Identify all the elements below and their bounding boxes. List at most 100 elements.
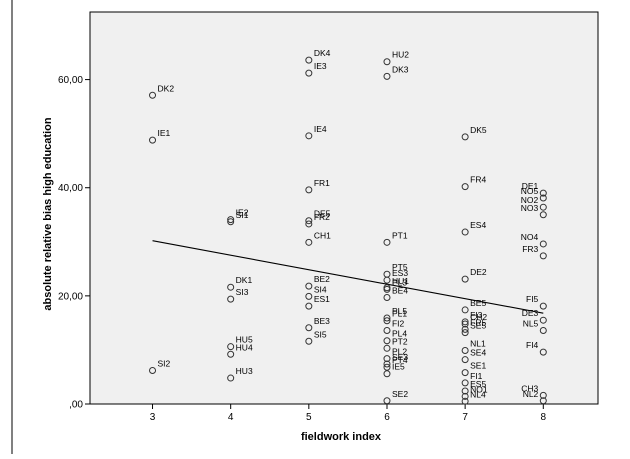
data-point — [305, 292, 313, 300]
data-point — [461, 133, 469, 141]
point-label: HU5 — [236, 335, 253, 345]
data-point — [305, 186, 313, 194]
point-label: PT5 — [392, 262, 408, 272]
point-label: FR4 — [470, 175, 486, 185]
data-point — [539, 316, 547, 324]
data-point — [461, 397, 469, 405]
point-label: SI5 — [314, 329, 327, 339]
y-tick-label: 40,00 — [58, 183, 83, 194]
point-label: IE5 — [392, 362, 405, 372]
data-point — [305, 69, 313, 77]
point-label: DE2 — [470, 267, 487, 277]
data-point — [383, 314, 391, 322]
data-point — [383, 355, 391, 363]
point-label: SE5 — [470, 321, 486, 331]
point-label: SI4 — [314, 284, 327, 294]
x-tick-label: 6 — [384, 412, 390, 423]
fit-line — [152, 240, 544, 314]
data-point — [539, 391, 547, 399]
data-point — [149, 136, 157, 144]
point-label: IE1 — [158, 128, 171, 138]
point-label: DE1 — [522, 181, 539, 191]
point-label: BE5 — [470, 298, 486, 308]
data-point — [383, 58, 391, 66]
data-point — [227, 295, 235, 303]
data-point — [461, 228, 469, 236]
point-label: PT2 — [392, 336, 408, 346]
point-label: NO5 — [521, 186, 539, 196]
data-point — [305, 220, 313, 228]
data-point — [305, 132, 313, 140]
data-point — [227, 283, 235, 291]
point-label: FI3 — [470, 310, 483, 320]
data-point — [305, 238, 313, 246]
data-point — [461, 387, 469, 395]
data-point — [461, 275, 469, 283]
data-point — [383, 238, 391, 246]
point-label: DK3 — [392, 64, 409, 74]
axis-ticks: 3 4 5 6 7 8 ,00 20,00 40,00 60,00 — [58, 75, 547, 423]
point-label: DK2 — [158, 83, 175, 93]
point-label: SI1 — [236, 210, 249, 220]
data-point — [227, 374, 235, 382]
point-label: HU1 — [392, 276, 409, 286]
data-point — [383, 370, 391, 378]
point-label: NL2 — [523, 389, 539, 399]
point-label: DE3 — [522, 308, 539, 318]
points-layer — [149, 56, 547, 405]
point-label: FR1 — [314, 178, 330, 188]
point-label: FI2 — [392, 318, 405, 328]
point-label: HU4 — [236, 342, 253, 352]
data-point — [305, 282, 313, 290]
point-label: SI3 — [236, 287, 249, 297]
data-point — [539, 397, 547, 405]
data-point — [461, 183, 469, 191]
data-point — [305, 324, 313, 332]
data-point — [461, 356, 469, 364]
data-point — [461, 320, 469, 328]
point-label: FI5 — [526, 294, 539, 304]
point-label: CH2 — [470, 312, 487, 322]
data-point — [305, 56, 313, 64]
data-point — [461, 369, 469, 377]
point-label: SI2 — [158, 358, 171, 368]
point-label: FI1 — [470, 371, 483, 381]
data-point — [383, 344, 391, 352]
data-point — [383, 397, 391, 405]
data-point — [227, 343, 235, 351]
point-label: SE4 — [470, 348, 486, 358]
data-point — [305, 337, 313, 345]
point-label: PT4 — [392, 355, 408, 365]
point-label: BE3 — [314, 316, 330, 326]
point-label: PL1 — [392, 309, 407, 319]
point-label: DE5 — [314, 209, 331, 219]
point-label: DK5 — [470, 125, 487, 135]
data-point — [383, 317, 391, 325]
point-label: FR2 — [314, 212, 330, 222]
data-point — [539, 348, 547, 356]
x-tick-label: 7 — [462, 412, 468, 423]
data-point — [227, 350, 235, 358]
point-label: SE2 — [392, 389, 408, 399]
point-label: NO1 — [470, 384, 488, 394]
point-label: NO4 — [521, 232, 539, 242]
data-point — [227, 216, 235, 224]
point-label: DK1 — [236, 275, 253, 285]
point-label: PL2 — [392, 347, 407, 357]
y-tick-label: ,00 — [69, 400, 83, 411]
data-point — [539, 194, 547, 202]
point-label: FR5 — [470, 317, 486, 327]
point-label: NL4 — [470, 389, 486, 399]
data-point — [305, 302, 313, 310]
data-point — [383, 72, 391, 80]
point-label: PL3 — [392, 277, 407, 287]
x-tick-label: 3 — [150, 412, 156, 423]
data-point — [149, 91, 157, 99]
point-label: IE2 — [236, 208, 249, 218]
data-point — [461, 329, 469, 337]
data-point — [539, 252, 547, 260]
y-tick-label: 60,00 — [58, 75, 83, 86]
fit-line-layer — [152, 240, 544, 314]
data-point — [149, 366, 157, 374]
